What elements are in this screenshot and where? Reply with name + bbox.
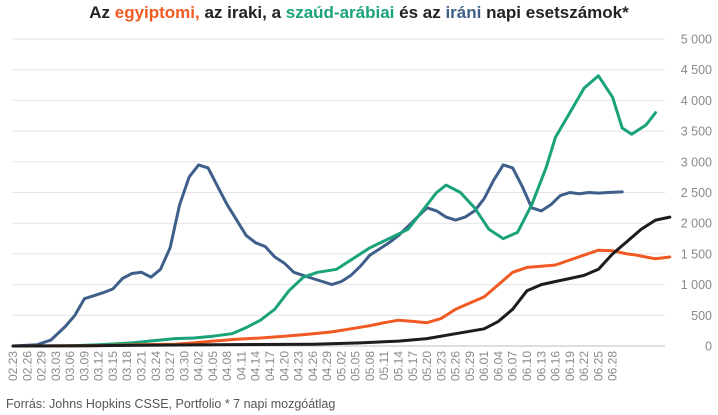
x-tick-label: 05.23	[434, 351, 448, 381]
series-lines	[11, 74, 672, 348]
y-tick-label: 0	[705, 340, 712, 354]
x-tick-label: 05.08	[363, 351, 377, 381]
x-tick-label: 03.18	[120, 351, 134, 381]
title-iran: iráni	[445, 3, 482, 22]
y-tick-label: 2 000	[681, 217, 712, 231]
x-tick-label: 06.13	[534, 351, 548, 381]
x-tick-label: 06.01	[477, 351, 491, 381]
x-tick-label: 04.29	[320, 351, 334, 381]
x-tick-label: 06.28	[606, 351, 620, 381]
title-part-1: Az	[89, 3, 115, 22]
title-part-4: napi esetszámok*	[481, 3, 629, 22]
y-tick-label: 1 000	[681, 278, 712, 292]
x-tick-label: 04.23	[292, 351, 306, 381]
x-tick-label: 06.19	[563, 351, 577, 381]
source-note: Forrás: Johns Hopkins CSSE, Portfolio * …	[6, 397, 336, 411]
x-tick-label: 04.08	[220, 351, 234, 381]
grid-lines	[13, 38, 665, 347]
x-tick-label: 05.29	[463, 351, 477, 381]
x-tick-label: 04.17	[263, 351, 277, 381]
x-tick-label: 04.14	[249, 351, 263, 381]
x-tick-label: 03.15	[106, 351, 120, 381]
x-tick-label: 03.06	[63, 351, 77, 381]
x-tick-label: 05.02	[334, 351, 348, 381]
x-axis-ticks: 02.23 02.26 02.29 03.03 03.06 03.09 03.12 03.15…	[6, 351, 620, 381]
series-line	[11, 74, 657, 348]
series-line	[11, 248, 672, 348]
x-tick-label: 03.27	[163, 351, 177, 381]
title-saudi: szaúd-arábiai	[285, 3, 395, 22]
x-tick-label: 03.30	[177, 351, 191, 381]
x-tick-label: 03.03	[49, 351, 63, 381]
y-axis-ticks: 0 500 1 000 1 500 2 000 2 500 3 000 3 500 4 000 4…	[681, 33, 712, 354]
x-tick-label: 02.26	[20, 351, 34, 381]
y-tick-label: 3 500	[681, 125, 712, 139]
x-tick-label: 06.07	[506, 351, 520, 381]
x-tick-label: 06.16	[549, 351, 563, 381]
x-tick-label: 03.24	[149, 351, 163, 381]
title-part-3: és az	[394, 3, 446, 22]
chart-title: Az egyiptomi, az iraki, a szaúd-arábiai …	[0, 3, 718, 23]
x-tick-label: 06.25	[591, 351, 605, 381]
y-tick-label: 3 000	[681, 155, 712, 169]
x-tick-label: 06.04	[491, 351, 505, 381]
title-part-2: az iraki, a	[199, 3, 286, 22]
x-tick-label: 03.12	[92, 351, 106, 381]
series-line	[11, 163, 624, 348]
y-tick-label: 5 000	[681, 33, 712, 47]
title-egypt: egyiptomi,	[114, 3, 200, 22]
series-line	[11, 215, 672, 348]
x-tick-label: 05.14	[391, 351, 405, 381]
y-tick-label: 500	[691, 309, 712, 323]
y-tick-label: 2 500	[681, 186, 712, 200]
x-tick-label: 05.05	[349, 351, 363, 381]
x-tick-label: 04.05	[206, 351, 220, 381]
x-tick-label: 06.10	[520, 351, 534, 381]
y-tick-label: 4 000	[681, 94, 712, 108]
x-tick-label: 06.22	[577, 351, 591, 381]
x-tick-label: 02.23	[6, 351, 20, 381]
y-tick-label: 4 500	[681, 63, 712, 77]
x-tick-label: 04.26	[306, 351, 320, 381]
x-tick-label: 03.21	[134, 351, 148, 381]
y-tick-label: 1 500	[681, 247, 712, 261]
x-tick-label: 05.26	[449, 351, 463, 381]
x-tick-label: 04.11	[234, 351, 248, 380]
x-tick-label: 05.17	[406, 351, 420, 381]
x-tick-label: 04.02	[192, 351, 206, 381]
x-tick-label: 04.20	[277, 351, 291, 381]
x-tick-label: 05.20	[420, 351, 434, 381]
x-tick-label: 03.09	[77, 351, 91, 381]
x-tick-label: 02.29	[35, 351, 49, 381]
x-tick-label: 05.11	[377, 351, 391, 380]
